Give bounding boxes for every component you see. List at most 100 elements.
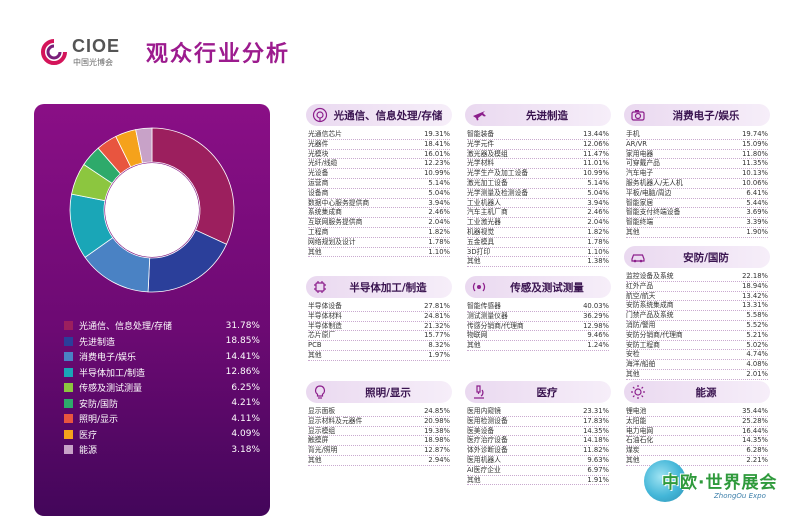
row-value: 19.31% [424,130,450,138]
table-row: 激光加工设备 5.14% [467,179,609,189]
row-value: 18.94% [742,281,768,290]
table-row: 石油石化 14.35% [626,436,768,447]
row-name: 医用机器人 [467,455,501,464]
table-row: 电力电网 16.44% [626,427,768,437]
row-value: 4.74% [746,350,768,359]
table-row: 工程商 1.82% [308,228,450,238]
legend-swatch [64,429,73,439]
table-row: 光通信芯片 19.31% [308,130,450,140]
row-value: 6.97% [587,465,609,474]
row-value: 15.77% [424,331,450,340]
row-name: 监控设备及系统 [626,272,674,280]
row-name: 煤炭 [626,446,640,455]
legend-swatch [64,414,73,424]
row-value: 14.35% [742,436,768,445]
row-value: 5.04% [587,188,609,197]
legend-label: 光通信、信息处理/存储 [79,322,173,333]
legend-item: 先进制造 18.85% [64,334,260,350]
row-name: AI医疗企业 [467,465,501,474]
row-name: 互联网服务提供商 [308,218,363,227]
table-row: PCB 8.32% [308,341,450,351]
row-name: 红外产品 [626,281,654,290]
watermark-text: 中欧·世界展会 [662,473,778,493]
row-name: 智能装备 [467,130,495,138]
table-row: 五金模具 1.78% [467,238,609,248]
table-row: 芯片原厂 15.77% [308,331,450,342]
legend-item: 消费电子/娱乐 14.41% [64,349,260,365]
airplane-icon [471,107,487,123]
table-row: 运营商 5.14% [308,179,450,189]
row-name: 石油石化 [626,436,654,445]
table-row: 医用机器人 9.63% [467,456,609,466]
table-row: 系统集成商 2.46% [308,208,450,219]
row-value: 22.18% [742,272,768,280]
table-row: 智能传感器 40.03% [467,302,609,312]
card-rows: 手机 19.74% AR/VR 15.09% 家用电器 11.80% 可穿戴产品 11.35%… [626,130,768,238]
legend-value: 6.25% [231,382,260,393]
table-row: 传感分销商/代理商 12.98% [467,322,609,332]
row-name: 光学材料 [467,159,495,168]
row-value: 5.04% [428,188,450,197]
row-name: 其他 [308,455,322,464]
page-title: 观众行业分析 [146,42,291,67]
table-row: AR/VR 15.09% [626,140,768,150]
card-title: 安防/国防 [683,252,729,264]
table-row: 航空/航天 13.42% [626,292,768,302]
row-name: 显示面板 [308,407,336,415]
table-row: 平板/电脑/周边 6.41% [626,189,768,199]
card-title: 照明/显示 [365,387,411,399]
row-value: 19.74% [742,130,768,138]
table-row: 3D打印 1.10% [467,248,609,258]
legend-label: 能源 [79,446,98,457]
legend-label: 照明/显示 [79,415,119,426]
row-value: 6.41% [746,188,768,197]
legend-value: 18.85% [225,336,260,347]
row-name: 半导体材料 [308,311,342,320]
card-rows: 光通信芯片 19.31% 光器件 18.41% 光模块 16.01% 光纤/线缆 12.23%… [308,130,450,258]
row-name: 太阳能 [626,416,647,425]
table-row: 门禁产品及系统 5.58% [626,311,768,321]
table-row: 设备商 5.04% [308,189,450,199]
chip-icon [312,279,328,295]
table-row: 其他 1.90% [626,228,768,238]
row-value: 2.46% [428,208,450,217]
legend-item: 医疗 4.09% [64,427,260,443]
donut-slice [135,127,153,164]
row-name: 门禁产品及系统 [626,311,674,320]
row-name: 芯片原厂 [308,331,336,340]
row-name: 海洋/船舶 [626,360,656,369]
legend-swatch [64,352,73,362]
cioe-logo-mark-icon [41,39,67,65]
row-name: 其他 [626,455,640,464]
card-rows: 半导体设备 27.81% 半导体材料 24.81% 半导体制造 21.32% 芯片原厂 15.… [308,302,450,361]
table-row: 光学生产及加工设备 10.99% [467,169,609,179]
row-value: 12.06% [583,139,609,148]
microscope-icon [471,384,487,400]
globe-icon [644,460,686,502]
row-name: 激光加工设备 [467,178,508,187]
row-value: 2.04% [428,218,450,227]
legend-item: 传感及测试测量 6.25% [64,380,260,396]
table-row: 可穿戴产品 11.35% [626,159,768,170]
legend-swatch [64,321,73,331]
card-header: 安防/国防 [624,246,770,268]
card-title: 消费电子/娱乐 [672,110,740,122]
row-value: 10.13% [742,169,768,178]
table-row: 智能终端 3.39% [626,218,768,228]
summary-panel: 光通信、信息处理/存储 31.78% 先进制造 18.85% 消费电子/娱乐 14.41%… [34,104,270,516]
table-row: 医用检测设备 17.83% [467,417,609,427]
row-value: 11.01% [583,159,609,168]
table-row: 光学测量及检测设备 5.04% [467,189,609,199]
row-name: 电力电网 [626,426,654,435]
row-name: 半导体设备 [308,302,342,310]
watermark-logo: 中欧·世界展会 ZhongOu Expo [644,458,794,518]
row-value: 9.46% [587,331,609,340]
table-row: 消防/警用 5.52% [626,321,768,331]
row-value: 24.81% [424,311,450,320]
row-name: 运营商 [308,178,329,187]
row-name: AR/VR [626,139,648,148]
table-row: 太阳能 25.28% [626,417,768,427]
row-value: 2.46% [587,208,609,217]
table-row: 显示模组 19.38% [308,427,450,437]
table-row: 半导体设备 27.81% [308,302,450,312]
